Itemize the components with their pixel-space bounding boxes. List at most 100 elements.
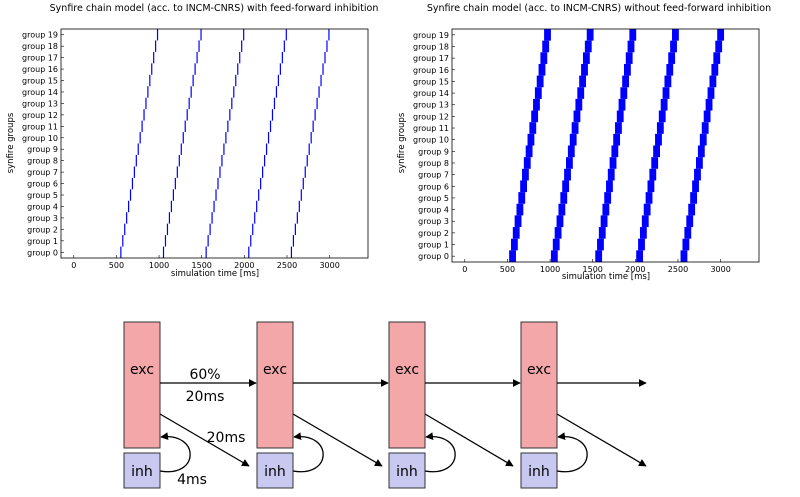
chart-right-spike-wave-2-group-18 bbox=[584, 40, 592, 53]
chart-left-ytick-label: group 1 bbox=[27, 237, 58, 246]
chart-left-spike-wave-2-group-11 bbox=[184, 120, 186, 133]
chart-right-spike-wave-4-group-4 bbox=[643, 203, 651, 216]
chart-left-spike-wave-1-group-2 bbox=[124, 223, 126, 236]
chart-right-spike-wave-2-group-3 bbox=[556, 215, 564, 228]
chart-left-spike-wave-5-group-14 bbox=[318, 86, 320, 98]
chart-left-spike-wave-2-group-4 bbox=[170, 200, 173, 213]
inh-box-4 bbox=[520, 452, 558, 489]
chart-left-ytick-label: group 14 bbox=[22, 88, 58, 97]
chart-left-spike-wave-3-group-3 bbox=[211, 212, 213, 224]
chart-right-spike-wave-1-group-11 bbox=[529, 122, 537, 134]
chart-left-spike-wave-3-group-7 bbox=[219, 166, 221, 178]
exc-label-1: exc bbox=[130, 362, 154, 378]
chart-right-spike-wave-3-group-6 bbox=[606, 180, 613, 193]
exc-label-2: exc bbox=[263, 362, 287, 378]
chart-right-ytick-label: group 15 bbox=[413, 77, 449, 86]
chart-left-spike-wave-1-group-5 bbox=[129, 189, 132, 201]
chart-right-spike-wave-3-group-14 bbox=[620, 87, 628, 99]
chart-right-spike-wave-5-group-6 bbox=[692, 180, 699, 193]
chart-left-spike-wave-2-group-16 bbox=[194, 63, 196, 75]
chart-right-spike-wave-5-group-1 bbox=[682, 238, 690, 251]
chart-left-spike-wave-4-group-8 bbox=[263, 154, 266, 167]
ff-inh-arrow-4 bbox=[556, 413, 647, 467]
chart-right-xtick-label: 0 bbox=[462, 265, 467, 274]
chart-left-xtick-label: 0 bbox=[71, 261, 76, 270]
chart-right-spike-wave-5-group-13 bbox=[705, 98, 713, 111]
chart-right-ytick-label: group 7 bbox=[418, 171, 449, 180]
chart-right-spike-wave-4-group-8 bbox=[651, 157, 659, 169]
chart-right-title: Synfire chain model (acc. to INCM-CNRS) … bbox=[427, 3, 771, 14]
chart-left-spike-wave-3-group-15 bbox=[235, 74, 237, 87]
chart-right-spike-wave-2-group-5 bbox=[560, 192, 568, 204]
chart-left-spike-wave-4-group-14 bbox=[275, 86, 278, 98]
chart-right-spike-wave-4-group-12 bbox=[658, 110, 666, 123]
chart-right-spike-wave-1-group-2 bbox=[512, 227, 520, 239]
chart-left-spike-wave-5-group-8 bbox=[306, 154, 308, 167]
chart-left-spike-wave-2-group-1 bbox=[164, 235, 167, 247]
chart-left-spike-wave-4-group-19 bbox=[285, 29, 287, 41]
chart-right-spike-wave-4-group-19 bbox=[672, 29, 679, 41]
chart-right-spike-wave-2-group-11 bbox=[571, 122, 579, 134]
chart-left-spike-wave-4-group-7 bbox=[262, 166, 264, 178]
chart-right-spike-wave-5-group-14 bbox=[707, 87, 715, 99]
chart-right-spike-wave-1-group-4 bbox=[516, 203, 524, 216]
chart-left-spike-wave-1-group-18 bbox=[155, 40, 157, 52]
chart-left-ytick-label: group 4 bbox=[27, 202, 58, 211]
chart-left-ytick-label: group 15 bbox=[22, 77, 58, 86]
chart-right-ytick-label: group 19 bbox=[413, 31, 449, 40]
chart-left-spike-wave-4-group-10 bbox=[267, 132, 270, 144]
chart-left-spike-wave-1-group-17 bbox=[153, 51, 155, 64]
chart-right-spike-wave-3-group-17 bbox=[625, 52, 633, 64]
chart-right-spike-wave-3-group-11 bbox=[615, 122, 622, 134]
chart-right-spike-wave-3-group-0 bbox=[595, 250, 603, 262]
chart-left-xtick-label: 1000 bbox=[149, 261, 169, 270]
chart-right-ylabel: synfire groups bbox=[397, 112, 407, 173]
chart-right-spike-wave-1-group-18 bbox=[542, 40, 550, 53]
chart-left-ytick-label: group 3 bbox=[27, 214, 58, 223]
chart-left-ytick-label: group 8 bbox=[27, 157, 58, 166]
chart-left-spike-wave-1-group-13 bbox=[145, 97, 147, 110]
chart-right-xtick-label: 1000 bbox=[540, 265, 560, 274]
inh-label-3: inh bbox=[396, 464, 418, 480]
chart-left-spike-wave-2-group-3 bbox=[168, 212, 171, 224]
chart-left-xtick-label: 1500 bbox=[192, 261, 212, 270]
inh-label-2: inh bbox=[264, 464, 286, 480]
ff-inh-arrow-1 bbox=[159, 413, 250, 467]
chart-right: Synfire chain model (acc. to INCM-CNRS) … bbox=[397, 3, 771, 282]
chart-left-spike-wave-4-group-1 bbox=[250, 235, 252, 247]
chart-right-spike-wave-2-group-12 bbox=[573, 110, 581, 123]
chart-right-ytick-label: group 8 bbox=[418, 159, 449, 168]
chart-left-spike-wave-3-group-19 bbox=[243, 29, 245, 41]
chart-left-spike-wave-5-group-1 bbox=[292, 235, 294, 247]
chart-right-ytick-label: group 1 bbox=[418, 241, 449, 250]
chart-left-spike-wave-4-group-16 bbox=[279, 63, 281, 75]
chart-right-spike-wave-2-group-7 bbox=[564, 168, 571, 181]
chart-left-spike-wave-3-group-9 bbox=[223, 143, 225, 155]
chart-right-ytick-label: group 18 bbox=[413, 42, 449, 51]
chart-left-ytick-label: group 7 bbox=[27, 168, 58, 177]
chart-left-ytick-label: group 17 bbox=[22, 54, 58, 63]
chart-left-spike-wave-4-group-17 bbox=[281, 51, 283, 64]
chart-right-ytick-label: group 5 bbox=[418, 194, 449, 203]
chart-right-ytick-label: group 4 bbox=[418, 206, 449, 215]
chart-left-spike-wave-2-group-0 bbox=[162, 246, 165, 258]
chart-left-spike-wave-1-group-19 bbox=[156, 29, 159, 41]
chart-right-ytick-label: group 17 bbox=[413, 54, 449, 63]
chart-left-ytick-label: group 18 bbox=[22, 42, 58, 51]
chart-left-spike-wave-1-group-14 bbox=[147, 86, 149, 98]
ff-inh-arrow-2 bbox=[292, 413, 383, 467]
chart-left-spike-wave-2-group-7 bbox=[176, 166, 178, 178]
exc-box-3 bbox=[388, 321, 426, 449]
chart-right-spike-wave-1-group-10 bbox=[527, 133, 535, 146]
chart-right-spike-wave-1-group-5 bbox=[518, 192, 526, 204]
chart-right-spike-wave-1-group-3 bbox=[514, 215, 522, 228]
chart-right-spike-wave-3-group-15 bbox=[622, 75, 630, 88]
chart-left-spike-wave-2-group-9 bbox=[180, 143, 182, 155]
chart-right-spike-wave-2-group-10 bbox=[569, 133, 577, 146]
chart-left-spike-wave-3-group-10 bbox=[225, 132, 227, 144]
chart-right-spike-wave-4-group-3 bbox=[641, 215, 649, 228]
chart-right-spike-wave-3-group-10 bbox=[613, 133, 621, 146]
chart-left-ytick-label: group 9 bbox=[27, 145, 58, 154]
chart-left-spike-wave-4-group-4 bbox=[256, 200, 258, 213]
